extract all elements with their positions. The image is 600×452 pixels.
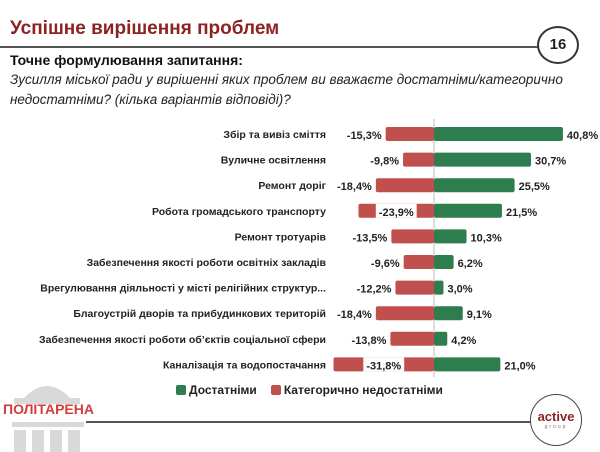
value-label-gap	[363, 357, 405, 372]
value-label-insufficient: -18,4%	[337, 181, 372, 193]
value-label-sufficient: 21,0%	[504, 360, 535, 372]
politarena-logo-text: ПОЛІТАРЕНА	[3, 401, 94, 417]
value-label-sufficient: 40,8%	[567, 130, 598, 142]
question-text: Зусилля міської ради у вирішенні яких пр…	[10, 72, 563, 107]
diverging-bar-chart: Збір та вивіз сміття 40,8% -15,3% Вуличне о…	[39, 119, 598, 377]
bar-insufficient	[391, 229, 434, 244]
category-label: Ремонт тротуарів	[235, 231, 327, 243]
bar-sufficient	[434, 306, 463, 321]
legend-swatch-green	[176, 385, 186, 395]
page-number: 16	[537, 26, 579, 64]
bar-sufficient	[434, 127, 563, 141]
value-label-sufficient: 6,2%	[458, 258, 483, 270]
value-label-insufficient: -13,8%	[352, 335, 387, 347]
bar-insufficient	[403, 255, 434, 269]
category-label: Збір та вивіз сміття	[223, 129, 326, 141]
bar-sufficient	[434, 178, 515, 193]
value-label-insufficient: -9,8%	[370, 156, 399, 168]
value-label-sufficient: 25,5%	[519, 181, 550, 193]
bar-sufficient	[434, 357, 501, 372]
category-label: Благоустрій дворів та прибудинкових тери…	[73, 308, 326, 320]
active-group-logo: active group	[530, 394, 582, 446]
value-label-sufficient: 4,2%	[451, 335, 476, 347]
bar-sufficient	[434, 152, 532, 167]
value-label-sufficient: 30,7%	[535, 156, 566, 168]
politarena-building-logo	[12, 386, 84, 452]
legend-label: Достатніми	[189, 383, 257, 397]
value-label-sufficient: 9,1%	[467, 309, 492, 321]
bar-sufficient	[434, 255, 454, 269]
bar-sufficient	[434, 331, 448, 346]
category-label: Каналізація та водопостачання	[163, 359, 326, 371]
bar-insufficient	[403, 152, 434, 167]
logo-text: active	[537, 409, 575, 424]
value-label-insufficient: -18,4%	[337, 309, 372, 321]
legend-label: Категорично недостатніми	[283, 383, 443, 397]
bar-insufficient	[375, 178, 434, 193]
footer-divider	[86, 421, 532, 423]
value-label-insufficient: -13,5%	[352, 232, 387, 244]
category-label: Забезпечення якості роботи об’єктів соці…	[39, 334, 326, 346]
value-label-sufficient: 21,5%	[506, 207, 537, 219]
bar-insufficient	[385, 127, 434, 141]
question-label: Точне формулювання запитання:	[10, 52, 243, 68]
value-label-insufficient: -15,3%	[347, 130, 382, 142]
slide-title: Успішне вирішення проблем	[10, 18, 280, 39]
legend-swatch-red	[270, 385, 281, 395]
bar-insufficient	[375, 306, 434, 321]
value-label-gap	[375, 203, 417, 218]
legend-item-insufficient: Категорично недостатніми	[270, 383, 443, 397]
header-divider	[0, 46, 545, 48]
category-label: Вуличне освітлення	[221, 155, 326, 167]
value-label-insufficient: -12,2%	[357, 284, 392, 296]
category-label: Забезпечення якості роботи освітніх закл…	[87, 257, 327, 269]
category-label: Робота громадського транспорту	[152, 206, 326, 218]
category-label: Врегулювання діяльності у місті релігійн…	[40, 283, 326, 295]
category-label: Ремонт доріг	[258, 180, 326, 192]
logo-subtext: group	[544, 424, 568, 430]
value-label-sufficient: 10,3%	[471, 232, 502, 244]
value-label-insufficient: -9,6%	[371, 258, 400, 270]
bar-sufficient	[434, 280, 444, 295]
legend: Достатніми Категорично недостатніми	[176, 383, 443, 397]
value-label-insufficient: -31,8%	[366, 360, 401, 372]
bar-sufficient	[434, 229, 467, 244]
bar-insufficient	[390, 331, 434, 346]
value-label-insufficient: -23,9%	[379, 207, 414, 219]
bar-insufficient	[395, 280, 434, 295]
legend-item-sufficient: Достатніми	[176, 383, 257, 397]
bar-sufficient	[434, 203, 502, 218]
value-label-sufficient: 3,0%	[447, 284, 472, 296]
